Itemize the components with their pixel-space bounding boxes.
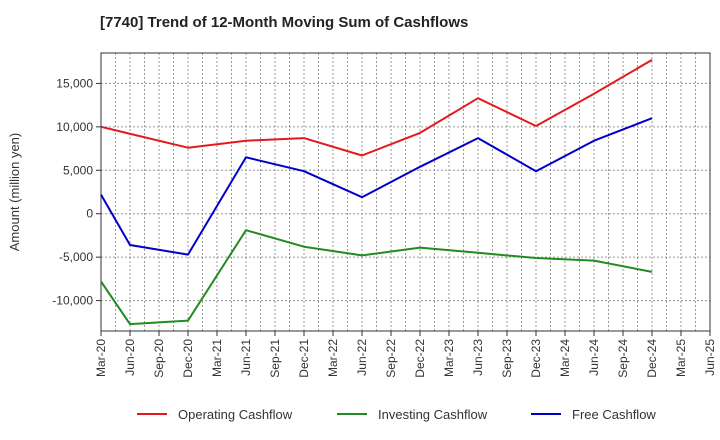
x-tick-label: Jun-20 <box>123 339 137 376</box>
plot-border <box>100 52 711 332</box>
x-tick-label: Mar-21 <box>210 339 224 377</box>
y-tick-label: 15,000 <box>56 76 93 90</box>
x-tick-label: Jun-24 <box>587 339 601 376</box>
y-tick-label: -10,000 <box>52 294 93 308</box>
x-tick-label: Mar-25 <box>674 339 688 377</box>
x-tick-label: Mar-23 <box>442 339 456 377</box>
x-tick-label: Mar-22 <box>326 339 340 377</box>
series-line-investing-cashflow <box>100 229 653 326</box>
y-axis: -10,000 -5,000 0 5,000 10,000 15,000 <box>52 76 101 308</box>
x-tick-label: Dec-24 <box>645 339 659 378</box>
x-tick-label: Mar-24 <box>558 339 572 377</box>
x-tick-label: Jun-23 <box>471 339 485 376</box>
y-tick-label: 10,000 <box>56 120 93 134</box>
x-tick-label: Dec-21 <box>297 339 311 378</box>
y-axis-label: Amount (million yen) <box>7 133 22 252</box>
chart-title: [7740] Trend of 12-Month Moving Sum of C… <box>100 14 469 31</box>
x-tick-label: Dec-23 <box>529 339 543 378</box>
plot-frame <box>100 52 711 332</box>
x-tick-label: Sep-23 <box>500 339 514 378</box>
x-tick-label: Jun-22 <box>355 339 369 376</box>
x-tick-label: Jun-21 <box>239 339 253 376</box>
x-tick-label: Sep-20 <box>152 339 166 378</box>
legend: Operating Cashflow Investing Cashflow Free… <box>137 407 656 422</box>
y-tick-label: 0 <box>86 207 93 221</box>
legend-label-free-cashflow: Free Cashflow <box>572 407 656 422</box>
x-tick-label: Jun-25 <box>703 339 717 376</box>
legend-label-investing-cashflow: Investing Cashflow <box>378 407 488 422</box>
y-tick-label: 5,000 <box>63 163 93 177</box>
series-line-free-cashflow <box>100 117 653 256</box>
legend-label-operating-cashflow: Operating Cashflow <box>178 407 293 422</box>
x-tick-label: Mar-20 <box>94 339 108 377</box>
series-layer <box>100 59 653 326</box>
x-tick-label: Sep-22 <box>384 339 398 378</box>
x-tick-label: Dec-22 <box>413 339 427 378</box>
x-tick-label: Dec-20 <box>181 339 195 378</box>
grid <box>100 53 711 331</box>
x-axis: Mar-20 Jun-20 Sep-20 Dec-20 Mar-21 Jun-21 Sep-… <box>94 331 717 378</box>
x-tick-label: Sep-24 <box>616 339 630 378</box>
y-tick-label: -5,000 <box>59 250 93 264</box>
x-tick-label: Sep-21 <box>268 339 282 378</box>
series-line-operating-cashflow <box>100 59 653 157</box>
